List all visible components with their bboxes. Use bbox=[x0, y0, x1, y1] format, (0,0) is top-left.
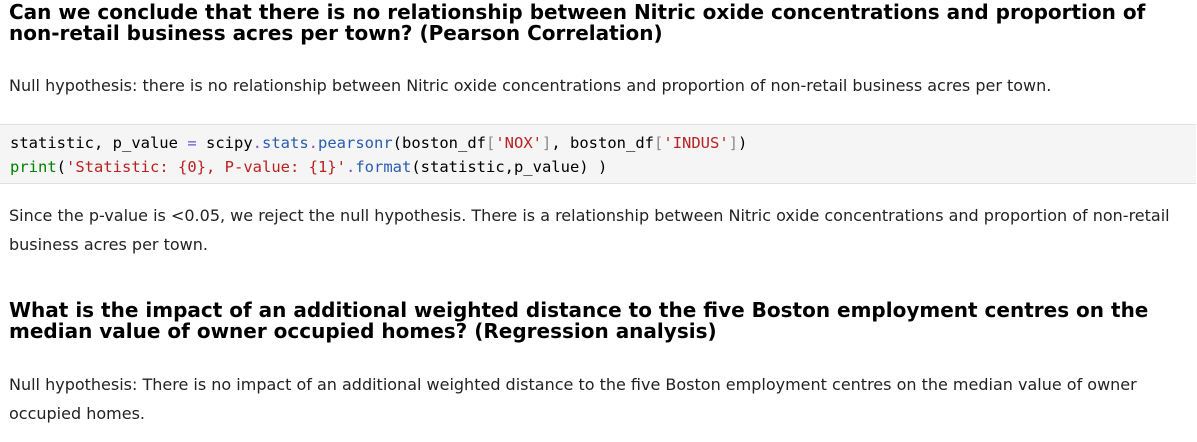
code-token: 'INDUS' bbox=[663, 134, 729, 152]
code-token: scipy bbox=[196, 134, 253, 152]
section-heading-pearson: Can we conclude that there is no relatio… bbox=[9, 0, 1146, 45]
conclusion-text: Since the p-value is <0.05, we reject th… bbox=[9, 206, 1170, 254]
code-token: 'Statistic: {0}, P-value: {1}' bbox=[66, 158, 346, 176]
null-hypothesis-text: Null hypothesis: there is no relationshi… bbox=[9, 76, 1052, 95]
code-line-2: print('Statistic: {0}, P-value: {1}'.for… bbox=[10, 157, 607, 177]
section-heading-regression: What is the impact of an additional weig… bbox=[9, 298, 1149, 343]
code-token: . bbox=[345, 158, 356, 176]
code-token: . bbox=[308, 134, 319, 152]
code-token: , boston_df bbox=[551, 134, 655, 152]
code-line-1: statistic, p_value = scipy.stats.pearson… bbox=[10, 133, 747, 153]
code-token: stats bbox=[262, 134, 309, 152]
code-token: = bbox=[187, 134, 197, 152]
code-token: [ bbox=[654, 134, 664, 152]
code-token: 'NOX' bbox=[495, 134, 543, 152]
code-token: statistic, p_value bbox=[10, 134, 188, 152]
null-hypothesis-text-2: Null hypothesis: There is no impact of a… bbox=[9, 375, 1137, 423]
code-token: format bbox=[355, 158, 412, 176]
code-token: ) bbox=[738, 134, 748, 152]
code-token: . bbox=[252, 134, 262, 152]
code-token: [ bbox=[486, 134, 496, 152]
code-token: pearsonr bbox=[318, 134, 393, 152]
code-token: ] bbox=[728, 134, 739, 152]
code-token: (statistic,p_value) ) bbox=[411, 158, 608, 176]
code-token: ] bbox=[542, 134, 552, 152]
code-token: print bbox=[10, 158, 57, 176]
code-cell[interactable]: statistic, p_value = scipy.stats.pearson… bbox=[0, 124, 1196, 184]
code-token: (boston_df bbox=[392, 134, 486, 152]
code-token: ( bbox=[56, 158, 67, 176]
